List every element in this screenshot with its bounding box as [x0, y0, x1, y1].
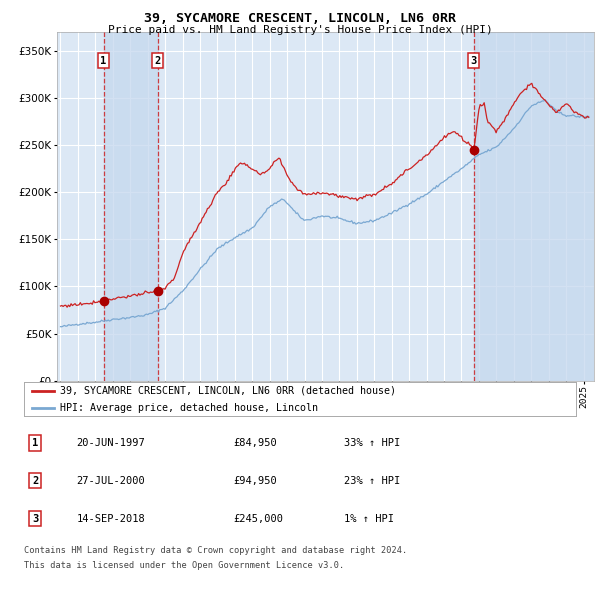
Text: Price paid vs. HM Land Registry's House Price Index (HPI): Price paid vs. HM Land Registry's House … — [107, 25, 493, 35]
Bar — [104, 32, 158, 381]
Text: Contains HM Land Registry data © Crown copyright and database right 2024.: Contains HM Land Registry data © Crown c… — [24, 546, 407, 555]
Text: 2: 2 — [32, 476, 38, 486]
Text: 23% ↑ HPI: 23% ↑ HPI — [344, 476, 400, 486]
Text: 14-SEP-2018: 14-SEP-2018 — [76, 514, 145, 523]
Text: 3: 3 — [32, 514, 38, 523]
Text: 3: 3 — [470, 55, 477, 65]
Bar — [473, 32, 594, 381]
Text: £94,950: £94,950 — [234, 476, 278, 486]
Text: 2: 2 — [154, 55, 161, 65]
Text: 20-JUN-1997: 20-JUN-1997 — [76, 438, 145, 448]
Text: 27-JUL-2000: 27-JUL-2000 — [76, 476, 145, 486]
Text: HPI: Average price, detached house, Lincoln: HPI: Average price, detached house, Linc… — [60, 403, 318, 413]
Text: 39, SYCAMORE CRESCENT, LINCOLN, LN6 0RR (detached house): 39, SYCAMORE CRESCENT, LINCOLN, LN6 0RR … — [60, 386, 396, 396]
Text: £84,950: £84,950 — [234, 438, 278, 448]
Text: £245,000: £245,000 — [234, 514, 284, 523]
Text: This data is licensed under the Open Government Licence v3.0.: This data is licensed under the Open Gov… — [24, 560, 344, 569]
Text: 1: 1 — [100, 55, 107, 65]
Text: 1% ↑ HPI: 1% ↑ HPI — [344, 514, 394, 523]
Text: 1: 1 — [32, 438, 38, 448]
Text: 39, SYCAMORE CRESCENT, LINCOLN, LN6 0RR: 39, SYCAMORE CRESCENT, LINCOLN, LN6 0RR — [144, 12, 456, 25]
Text: 33% ↑ HPI: 33% ↑ HPI — [344, 438, 400, 448]
